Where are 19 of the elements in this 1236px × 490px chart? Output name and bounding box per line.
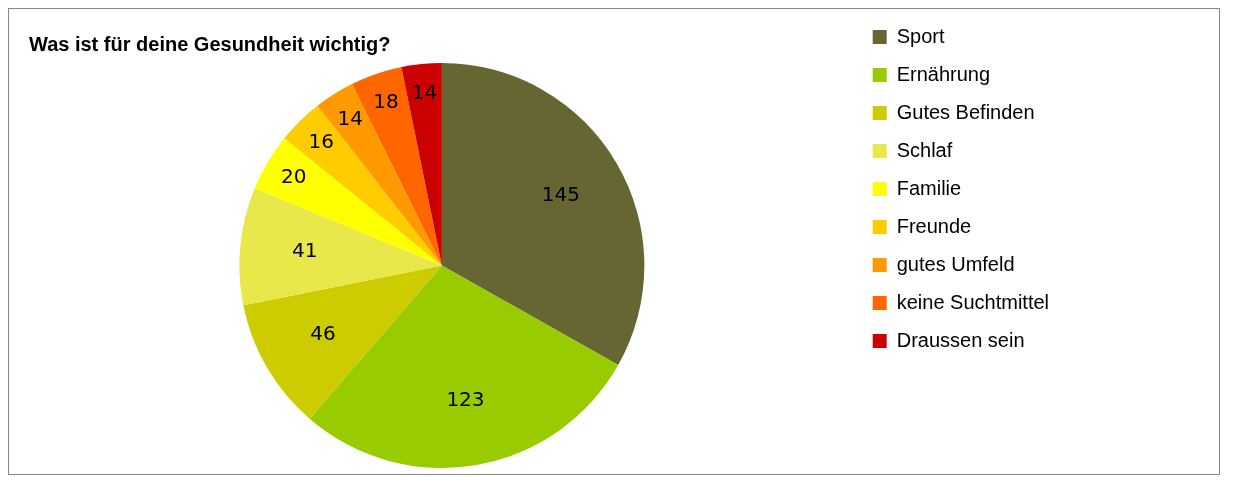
legend-label: gutes Umfeld (896, 252, 1015, 275)
legend-label: Sport (896, 24, 945, 47)
legend-label: Freunde (896, 214, 972, 237)
legend-label: Draussen sein (896, 328, 1025, 351)
legend-label: keine Suchtmittel (896, 290, 1049, 313)
legend-label: Gutes Befinden (896, 100, 1035, 123)
data-label: 16 (308, 128, 334, 153)
data-label: 46 (310, 321, 336, 346)
data-label: 18 (373, 88, 399, 113)
data-label: 14 (337, 105, 364, 130)
chart-title: Was ist für deine Gesundheit wichtig? (29, 32, 391, 55)
data-label: 123 (446, 387, 485, 412)
data-label: 145 (541, 182, 580, 207)
legend-label: Ernährung (896, 62, 991, 85)
legend-label: Schlaf (896, 138, 953, 161)
data-label: 41 (292, 238, 318, 263)
data-label: 20 (281, 163, 307, 188)
data-label: 14 (411, 80, 438, 105)
legend-label: Familie (896, 176, 962, 199)
